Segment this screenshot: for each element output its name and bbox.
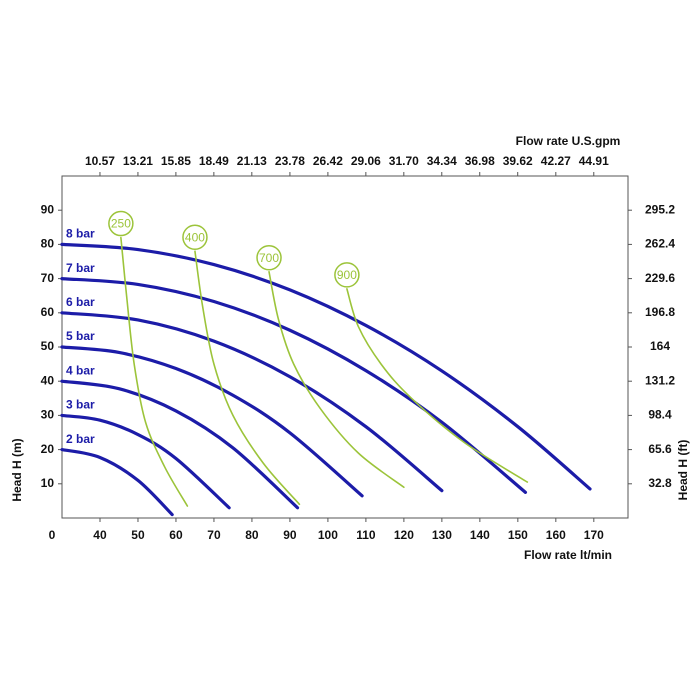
y2-axis-title: Head H (ft): [676, 440, 690, 501]
x-tick-label: 140: [470, 528, 490, 542]
x2-tick-label: 34.34: [427, 154, 457, 168]
y2-tick-label: 196.8: [645, 305, 675, 319]
plot-frame: [61, 175, 629, 519]
pressure-curve: [60, 277, 528, 494]
x2-tick-label: 29.06: [351, 154, 381, 168]
power-curve: [120, 236, 189, 507]
x-tick-label: 150: [508, 528, 528, 542]
pressure-curve: [60, 242, 592, 491]
y-tick-label: 30: [41, 408, 55, 422]
y-tick-label: 90: [41, 202, 55, 216]
y-tick-label: 70: [41, 271, 55, 285]
x-tick-label: 120: [394, 528, 414, 542]
y2-tick-label: 98.4: [648, 408, 672, 422]
x-axis-title: Flow rate lt/min: [524, 548, 612, 562]
x2-tick-label: 42.27: [541, 154, 571, 168]
x-tick-label: 60: [169, 528, 183, 542]
x-tick-label: 160: [546, 528, 566, 542]
curve-label: 7 bar: [66, 261, 95, 275]
curve-label: 3 bar: [66, 398, 95, 412]
y2-tick-label: 131.2: [645, 373, 675, 387]
top-axis-title: Flow rate U.S.gpm: [516, 134, 621, 148]
y-axis-title: Head H (m): [10, 438, 24, 501]
curve-badge: [334, 262, 360, 288]
x-tick-label: 170: [584, 528, 604, 542]
curve-label: 8 bar: [66, 227, 95, 241]
curve-label: 6 bar: [66, 295, 95, 309]
curve-label: 900: [337, 268, 357, 282]
curve-label: 700: [259, 251, 279, 265]
curve-label: 5 bar: [66, 329, 95, 343]
power-curve: [194, 250, 301, 506]
x2-tick-label: 10.57: [85, 154, 115, 168]
y-tick-label: 20: [41, 442, 55, 456]
x2-tick-label: 44.91: [579, 154, 609, 168]
x2-tick-label: 15.85: [161, 154, 191, 168]
x-tick-label: 100: [318, 528, 338, 542]
x-tick-label: 50: [131, 528, 145, 542]
x-tick-label: 110: [356, 528, 376, 542]
origin-label: 0: [49, 528, 56, 542]
y2-tick-label: 229.6: [645, 271, 675, 285]
pressure-curve: [60, 345, 364, 498]
x-tick-label: 70: [207, 528, 221, 542]
y2-tick-label: 262.4: [645, 237, 675, 251]
x2-tick-label: 13.21: [123, 154, 153, 168]
y-tick-label: 60: [41, 305, 55, 319]
y2-tick-label: 295.2: [645, 202, 675, 216]
curve-label: 400: [185, 230, 205, 244]
x2-tick-label: 18.49: [199, 154, 229, 168]
pressure-curve: [60, 379, 300, 510]
pressure-curve: [60, 413, 231, 510]
curve-label: 250: [111, 217, 131, 231]
power-curve: [346, 288, 529, 483]
pressure-curve: [60, 311, 444, 493]
power-curve: [268, 270, 405, 489]
y2-tick-label: 65.6: [648, 442, 672, 456]
curve-badge: [108, 210, 134, 237]
y2-tick-label: 32.8: [648, 476, 672, 490]
y2-tick-label: 164: [650, 339, 670, 353]
x-tick-label: 130: [432, 528, 452, 542]
pressure-curve: [60, 448, 174, 517]
curve-badge: [182, 224, 208, 250]
curve-badge: [256, 245, 282, 271]
curve-label: 4 bar: [66, 363, 95, 377]
y-tick-label: 40: [41, 373, 55, 387]
y-tick-label: 80: [41, 237, 55, 251]
x2-tick-label: 39.62: [503, 154, 533, 168]
x2-tick-label: 31.70: [389, 154, 419, 168]
curve-label: 2 bar: [66, 432, 95, 446]
y-tick-label: 10: [41, 476, 55, 490]
x2-tick-label: 36.98: [465, 154, 495, 168]
x-tick-label: 90: [283, 528, 297, 542]
x-tick-label: 80: [245, 528, 259, 542]
x2-tick-label: 23.78: [275, 154, 305, 168]
x2-tick-label: 21.13: [237, 154, 267, 168]
x2-tick-label: 26.42: [313, 154, 343, 168]
x-tick-label: 40: [93, 528, 107, 542]
y-tick-label: 50: [41, 339, 55, 353]
